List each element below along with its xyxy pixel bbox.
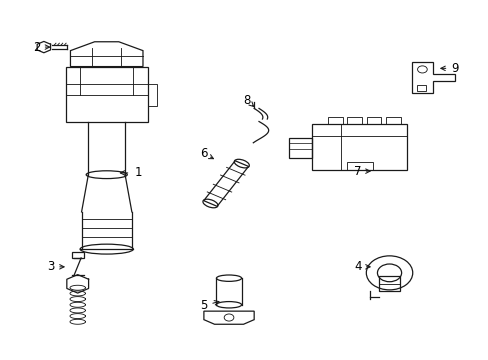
Bar: [311, 124, 406, 170]
Text: 9: 9: [450, 62, 458, 75]
Bar: [289, 138, 311, 158]
Bar: [65, 67, 147, 122]
Text: 7: 7: [354, 165, 361, 177]
Bar: [327, 117, 342, 124]
Bar: [378, 276, 399, 291]
Text: 6: 6: [199, 147, 207, 160]
Bar: [366, 117, 381, 124]
Bar: [147, 84, 156, 105]
Bar: [386, 117, 400, 124]
Text: 3: 3: [47, 260, 55, 273]
Text: 2: 2: [33, 41, 41, 54]
Text: 8: 8: [243, 94, 250, 107]
Text: 5: 5: [199, 299, 207, 312]
Text: 4: 4: [354, 260, 361, 273]
Bar: [72, 252, 83, 258]
Text: 1: 1: [134, 166, 142, 179]
Bar: [416, 85, 426, 91]
Bar: [347, 117, 361, 124]
Bar: [347, 162, 372, 170]
